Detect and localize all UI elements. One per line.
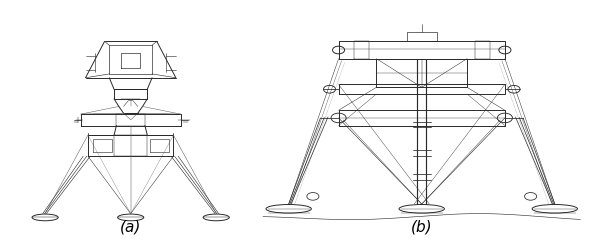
Text: (a): (a)	[120, 220, 141, 235]
Text: (b): (b)	[411, 220, 432, 235]
